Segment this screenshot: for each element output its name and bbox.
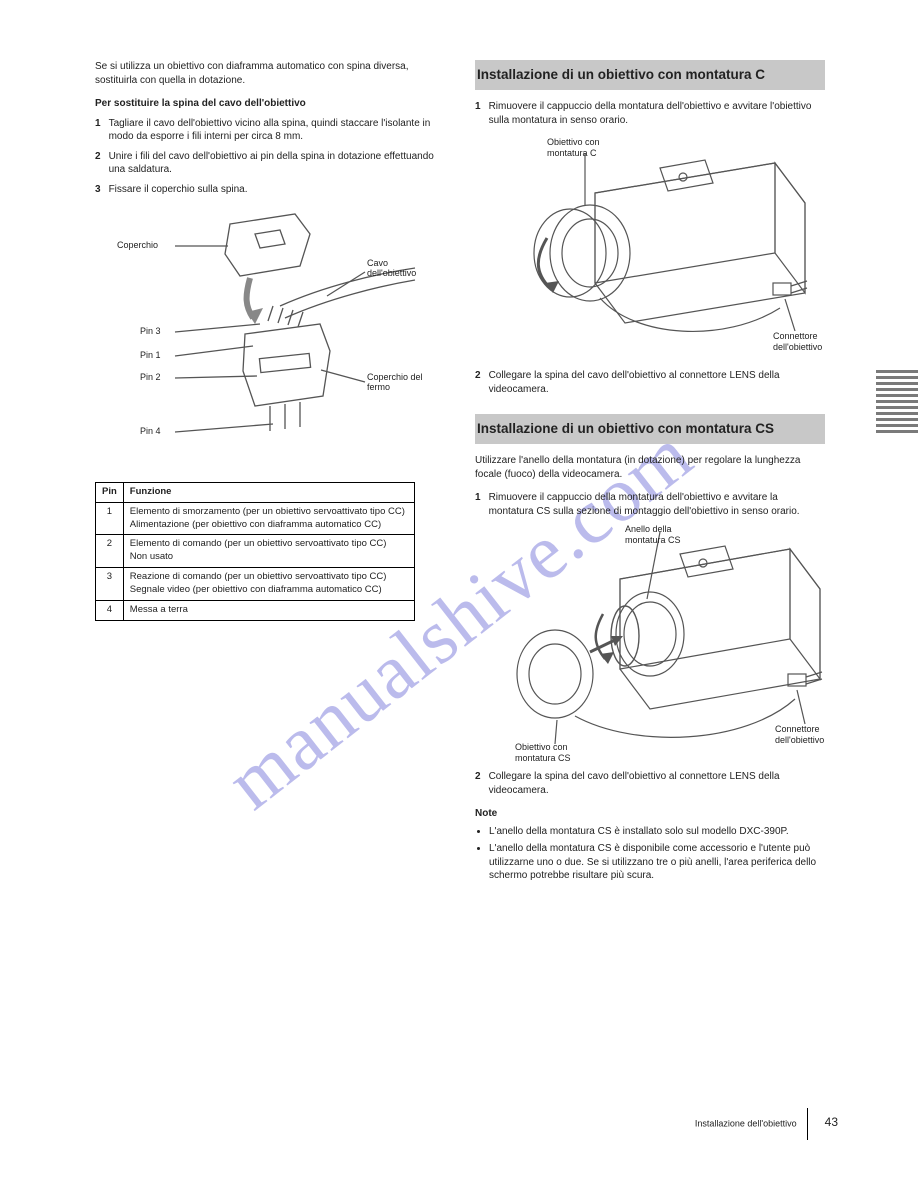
section-bar-cs-mount: Installazione di un obiettivo con montat… <box>475 414 825 444</box>
camera-c-diagram: Obiettivo con montatura C Connettore del… <box>475 133 815 363</box>
r-sec1-step2: Collegare la spina del cavo dell'obietti… <box>489 369 825 396</box>
note-1: L'anello della montatura CS è installato… <box>489 825 825 839</box>
notes-heading: Note <box>475 807 825 821</box>
step-num-1: 1 <box>95 117 101 144</box>
r2-step1-num: 1 <box>475 491 481 518</box>
table-row: 4Messa a terra <box>96 600 415 620</box>
lbl-pin2: Pin 2 <box>140 372 161 382</box>
step-2: Unire i fili del cavo dell'obiettivo ai … <box>109 150 445 177</box>
left-bold-lead: Per sostituire la spina del cavo dell'ob… <box>95 97 445 111</box>
step-num-2: 2 <box>95 150 101 177</box>
lbl-lens-c: Obiettivo con montatura C <box>547 137 600 158</box>
side-tab-marker <box>876 370 918 438</box>
pin-table: Pin Funzione 1Elemento di smorzamento (p… <box>95 482 415 621</box>
lbl-pin4: Pin 4 <box>140 426 161 436</box>
camera-cs-diagram: Anello della montatura CS Obiettivo con … <box>475 524 815 764</box>
page-footer: Installazione dell'obiettivo 43 <box>695 1108 838 1140</box>
lbl-lens-cs: Obiettivo con montatura CS <box>515 742 571 763</box>
r-sec1-step1: Rimuovere il cappuccio della montatura d… <box>489 100 825 127</box>
right-column: Installazione di un obiettivo con montat… <box>475 60 825 893</box>
camera-cs-svg <box>475 524 825 764</box>
footer-divider <box>807 1108 808 1140</box>
camera-c-svg <box>475 133 825 363</box>
step-num-3: 3 <box>95 183 101 197</box>
th-pin: Pin <box>96 483 124 503</box>
left-intro: Se si utilizza un obiettivo con diaframm… <box>95 60 445 87</box>
r-sec2-intro: Utilizzare l'anello della montatura (in … <box>475 454 825 481</box>
notes-list: L'anello della montatura CS è installato… <box>475 825 825 883</box>
lbl-lens-conn-1: Connettore dell'obiettivo <box>773 331 822 352</box>
step-1: Tagliare il cavo dell'obiettivo vicino a… <box>109 117 445 144</box>
footer-page-number: 43 <box>825 1115 838 1129</box>
r-sec2-step1: Rimuovere il cappuccio della montatura d… <box>489 491 825 518</box>
lbl-lens-conn-2: Connettore dell'obiettivo <box>775 724 824 745</box>
left-column: Se si utilizza un obiettivo con diaframm… <box>95 60 445 621</box>
r-step1-num: 1 <box>475 100 481 127</box>
table-row: 2Elemento di comando (per un obiettivo s… <box>96 535 415 568</box>
r-sec2-step2: Collegare la spina del cavo dell'obietti… <box>489 770 825 797</box>
r2-step2-num: 2 <box>475 770 481 797</box>
lbl-pin3: Pin 3 <box>140 326 161 336</box>
r-step2-num: 2 <box>475 369 481 396</box>
lbl-stopper: Coperchio del fermo <box>367 372 432 393</box>
steps-list: 1 Tagliare il cavo dell'obiettivo vicino… <box>95 117 445 197</box>
lbl-ring: Anello della montatura CS <box>625 524 681 545</box>
th-func: Funzione <box>123 483 414 503</box>
plug-diagram: Coperchio Pin 3 Pin 1 Pin 2 Pin 4 Cavo d… <box>95 206 435 476</box>
step-3: Fissare il coperchio sulla spina. <box>109 183 248 197</box>
lbl-cable: Cavo dell'obiettivo <box>367 258 432 279</box>
table-row: 1Elemento di smorzamento (per un obietti… <box>96 502 415 535</box>
table-row: 3Reazione di comando (per un obiettivo s… <box>96 568 415 601</box>
lbl-pin1: Pin 1 <box>140 350 161 360</box>
lbl-cover: Coperchio <box>117 240 158 250</box>
section-bar-c-mount: Installazione di un obiettivo con montat… <box>475 60 825 90</box>
note-2: L'anello della montatura CS è disponibil… <box>489 842 825 883</box>
footer-title: Installazione dell'obiettivo <box>695 1118 797 1128</box>
